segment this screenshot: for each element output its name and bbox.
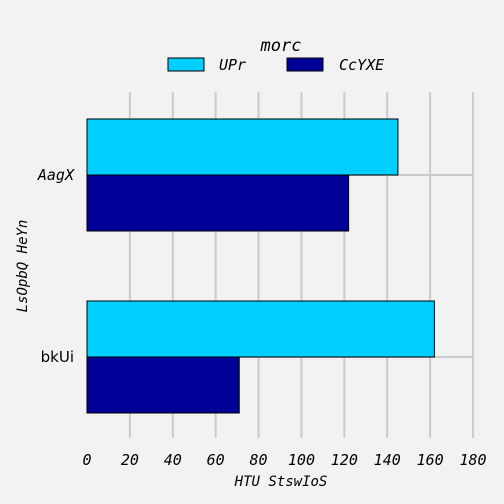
legend: UPr CcYXE <box>167 56 384 74</box>
x-tick-label-180: 180 <box>459 451 486 469</box>
x-tick-label-160: 160 <box>417 451 444 469</box>
bar-CcYXE-bkUi <box>86 356 240 414</box>
y-axis-label: LsOpbQ HeYn <box>15 220 31 313</box>
legend-swatch-ccyxe <box>286 57 324 72</box>
legend-label-upr: UPr <box>219 56 246 74</box>
x-tick-labels: 0 20 40 60 80 100 120 140 160 180 <box>82 451 486 469</box>
legend-swatch-upr <box>167 57 205 72</box>
legend-label-ccyxe: CcYXE <box>339 56 384 74</box>
x-tick-label-0: 0 <box>82 451 91 469</box>
bar-UPr-bkUi <box>86 300 435 358</box>
chart-title: morc <box>260 36 302 56</box>
y-tick-label-bkUi: bkUi <box>41 348 74 366</box>
bars <box>86 118 435 414</box>
x-tick-label-80: 80 <box>250 451 268 469</box>
y-tick-label-AagX: AagX <box>37 166 75 184</box>
x-tick-label-100: 100 <box>288 451 315 469</box>
x-axis-label: HTU StswIoS <box>234 474 328 490</box>
x-tick-label-140: 140 <box>374 451 401 469</box>
x-tick-label-60: 60 <box>207 451 225 469</box>
x-tick-label-20: 20 <box>121 451 139 469</box>
bar-UPr-AagX <box>86 118 399 176</box>
bar-CcYXE-AagX <box>86 174 350 232</box>
y-tick-labels: AagX bkUi <box>37 166 75 366</box>
x-tick-label-120: 120 <box>331 451 358 469</box>
x-tick-label-40: 40 <box>164 451 182 469</box>
